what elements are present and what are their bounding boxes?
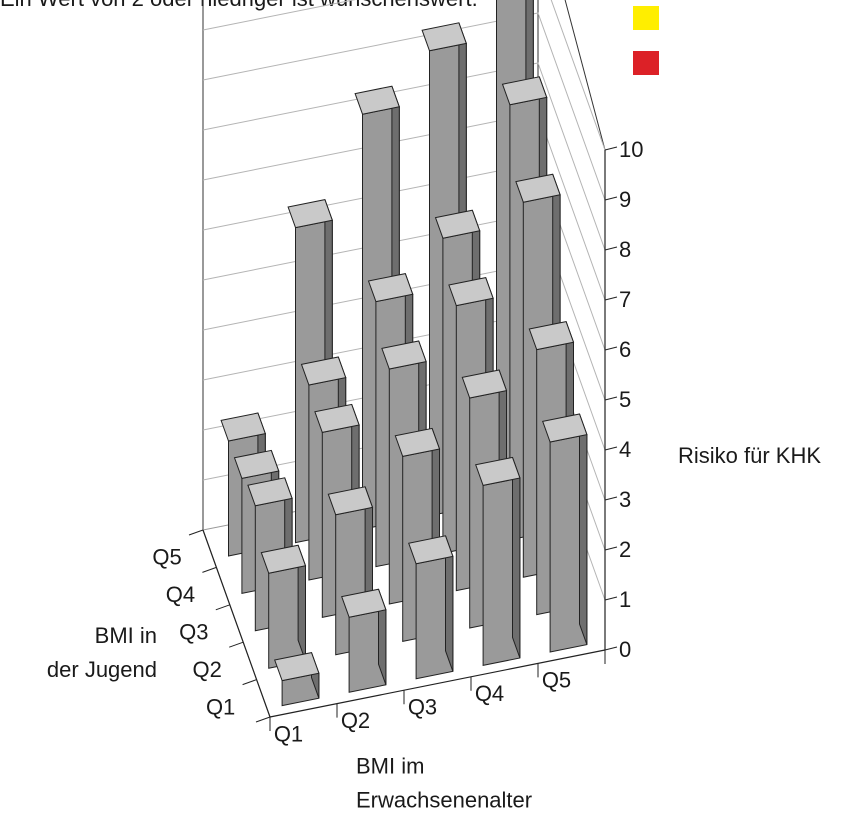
y-axis-title-line-2: der Jugend: [47, 657, 157, 682]
z-tick: [604, 596, 618, 601]
z-tick-label-5: 5: [619, 387, 631, 412]
bar-top-face: [408, 535, 454, 565]
back-wall-outline: [202, 0, 204, 530]
chart-labels: Q1 Q2 Q3 Q4 Q5 Q1 Q2 Q3 Q4 Q5 0 1 2 3 4 5 6 7 8 9 10 BMI im Er…: [47, 137, 821, 813]
y-axis-line: [202, 529, 271, 718]
bar-top-face: [434, 209, 481, 239]
y-tick-label-q2: Q2: [193, 657, 222, 682]
bar-q1-q5: [542, 413, 588, 653]
z-tick-label-4: 4: [619, 437, 631, 462]
gridline-9: [202, 12, 606, 201]
bar-top-face: [515, 173, 561, 203]
bar-top-face: [341, 588, 387, 618]
z-tick-label-6: 6: [619, 337, 631, 362]
chart-bars: [220, 0, 588, 707]
x-tick-label-q2: Q2: [341, 708, 370, 733]
z-tick-label-0: 0: [619, 637, 631, 662]
bar-top-face: [394, 427, 441, 457]
bar-side-face: [579, 413, 588, 645]
bar-side-face: [512, 457, 521, 659]
z-tick: [604, 646, 618, 651]
z-tick-label-2: 2: [619, 537, 631, 562]
z-tick: [604, 146, 618, 151]
x-tick-label-q3: Q3: [408, 695, 437, 720]
legend-swatch-2: [633, 51, 659, 75]
z-tick: [604, 296, 618, 301]
z-tick-label-9: 9: [619, 187, 631, 212]
bar-top-face: [475, 456, 521, 486]
bar-top-face: [314, 403, 360, 433]
chart-axes: [188, 146, 618, 731]
gridline-8: [202, 62, 606, 251]
y-axis-title-line-1: BMI in: [95, 623, 157, 648]
y-tick-label-q1: Q1: [206, 694, 235, 719]
bar-top-face: [300, 356, 347, 386]
bar-top-face: [354, 85, 400, 115]
z-tick-label-7: 7: [619, 287, 631, 312]
bar-top-face: [274, 652, 320, 682]
bar-top-face: [220, 412, 266, 442]
z-tick: [604, 346, 618, 351]
z-tick-label-8: 8: [619, 237, 631, 262]
bar-q1-q4: [475, 456, 521, 667]
x-tick-label-q4: Q4: [475, 681, 504, 706]
z-tick: [604, 396, 618, 401]
x-tick-label-q1: Q1: [274, 721, 303, 746]
z-tick: [604, 446, 618, 451]
y-tick-label-q3: Q3: [179, 620, 208, 645]
bar-top-face: [461, 369, 508, 399]
bar-top-face: [367, 273, 414, 303]
y-tick: [215, 604, 230, 611]
bar-top-face: [247, 477, 293, 507]
bar-q1-q1: [274, 652, 320, 707]
x-axis-line: [269, 649, 606, 718]
bar-top-face: [327, 486, 374, 516]
side-wall-top-edge: [564, 0, 606, 151]
y-tick: [229, 641, 244, 648]
gridline-10: [202, 0, 606, 151]
z-tick: [604, 546, 618, 551]
z-tick: [604, 496, 618, 501]
bar-top-face: [448, 277, 494, 307]
z-tick-label-10: 10: [619, 137, 643, 162]
bar-top-face: [260, 544, 307, 574]
y-tick-label-q5: Q5: [152, 545, 181, 570]
z-axis-title: Risiko für KHK: [678, 443, 821, 468]
header-note: Ein Wert von 2 oder niedriger ist wünsch…: [0, 0, 478, 12]
bar-top-face: [421, 22, 467, 52]
x-tick-label-q5: Q5: [542, 668, 571, 693]
bar-top-face: [501, 76, 548, 106]
z-tick-label-1: 1: [619, 587, 631, 612]
x-axis-title-line-1: BMI im: [356, 754, 424, 779]
bar-q1-q3: [408, 535, 454, 680]
z-tick: [604, 196, 618, 201]
bar-top-face: [542, 413, 588, 443]
legend-swatch-1: [633, 6, 659, 30]
y-tick-label-q4: Q4: [166, 582, 195, 607]
y-tick: [202, 566, 217, 573]
bar-q1-q2: [341, 588, 387, 693]
y-tick: [242, 679, 257, 686]
z-tick-label-3: 3: [619, 487, 631, 512]
bar-top-face: [233, 449, 280, 479]
z-tick: [604, 246, 618, 251]
y-tick: [255, 716, 271, 723]
bar-top-face: [528, 321, 575, 351]
y-tick: [188, 529, 204, 536]
bar-top-face: [287, 199, 333, 229]
bar-top-face: [381, 340, 427, 370]
x-axis-title-line-2: Erwachsenenalter: [356, 788, 532, 813]
